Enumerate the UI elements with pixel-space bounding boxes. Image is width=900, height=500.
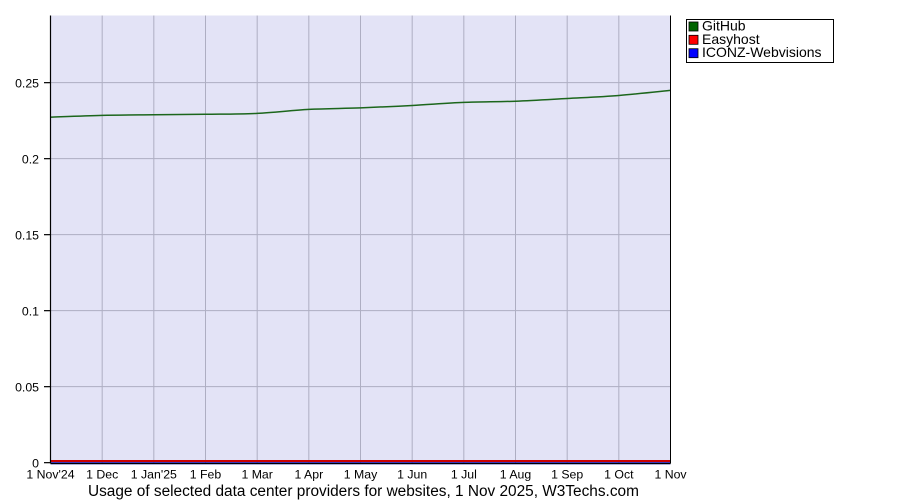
svg-text:1 Jul: 1 Jul <box>451 468 477 482</box>
svg-text:1 Oct: 1 Oct <box>604 468 634 482</box>
svg-text:1 Aug: 1 Aug <box>500 468 532 482</box>
svg-text:1 Dec: 1 Dec <box>86 468 118 482</box>
svg-text:1 May: 1 May <box>344 468 378 482</box>
svg-text:0.15: 0.15 <box>15 228 39 242</box>
svg-text:1 Nov: 1 Nov <box>654 468 687 482</box>
svg-text:0.25: 0.25 <box>15 76 39 90</box>
svg-text:1 Mar: 1 Mar <box>241 468 272 482</box>
svg-text:1 Sep: 1 Sep <box>551 468 583 482</box>
svg-text:1 Apr: 1 Apr <box>294 468 323 482</box>
svg-text:1 Feb: 1 Feb <box>190 468 222 482</box>
svg-text:1 Nov'24: 1 Nov'24 <box>26 468 74 482</box>
svg-text:0.05: 0.05 <box>15 380 39 394</box>
svg-text:0.2: 0.2 <box>22 152 39 166</box>
svg-text:0.1: 0.1 <box>22 304 39 318</box>
svg-text:1 Jan'25: 1 Jan'25 <box>131 468 177 482</box>
svg-text:1 Jun: 1 Jun <box>397 468 427 482</box>
svg-text:Usage of selected data center: Usage of selected data center providers … <box>88 483 639 500</box>
svg-text:ICONZ-Webvisions: ICONZ-Webvisions <box>702 44 822 60</box>
